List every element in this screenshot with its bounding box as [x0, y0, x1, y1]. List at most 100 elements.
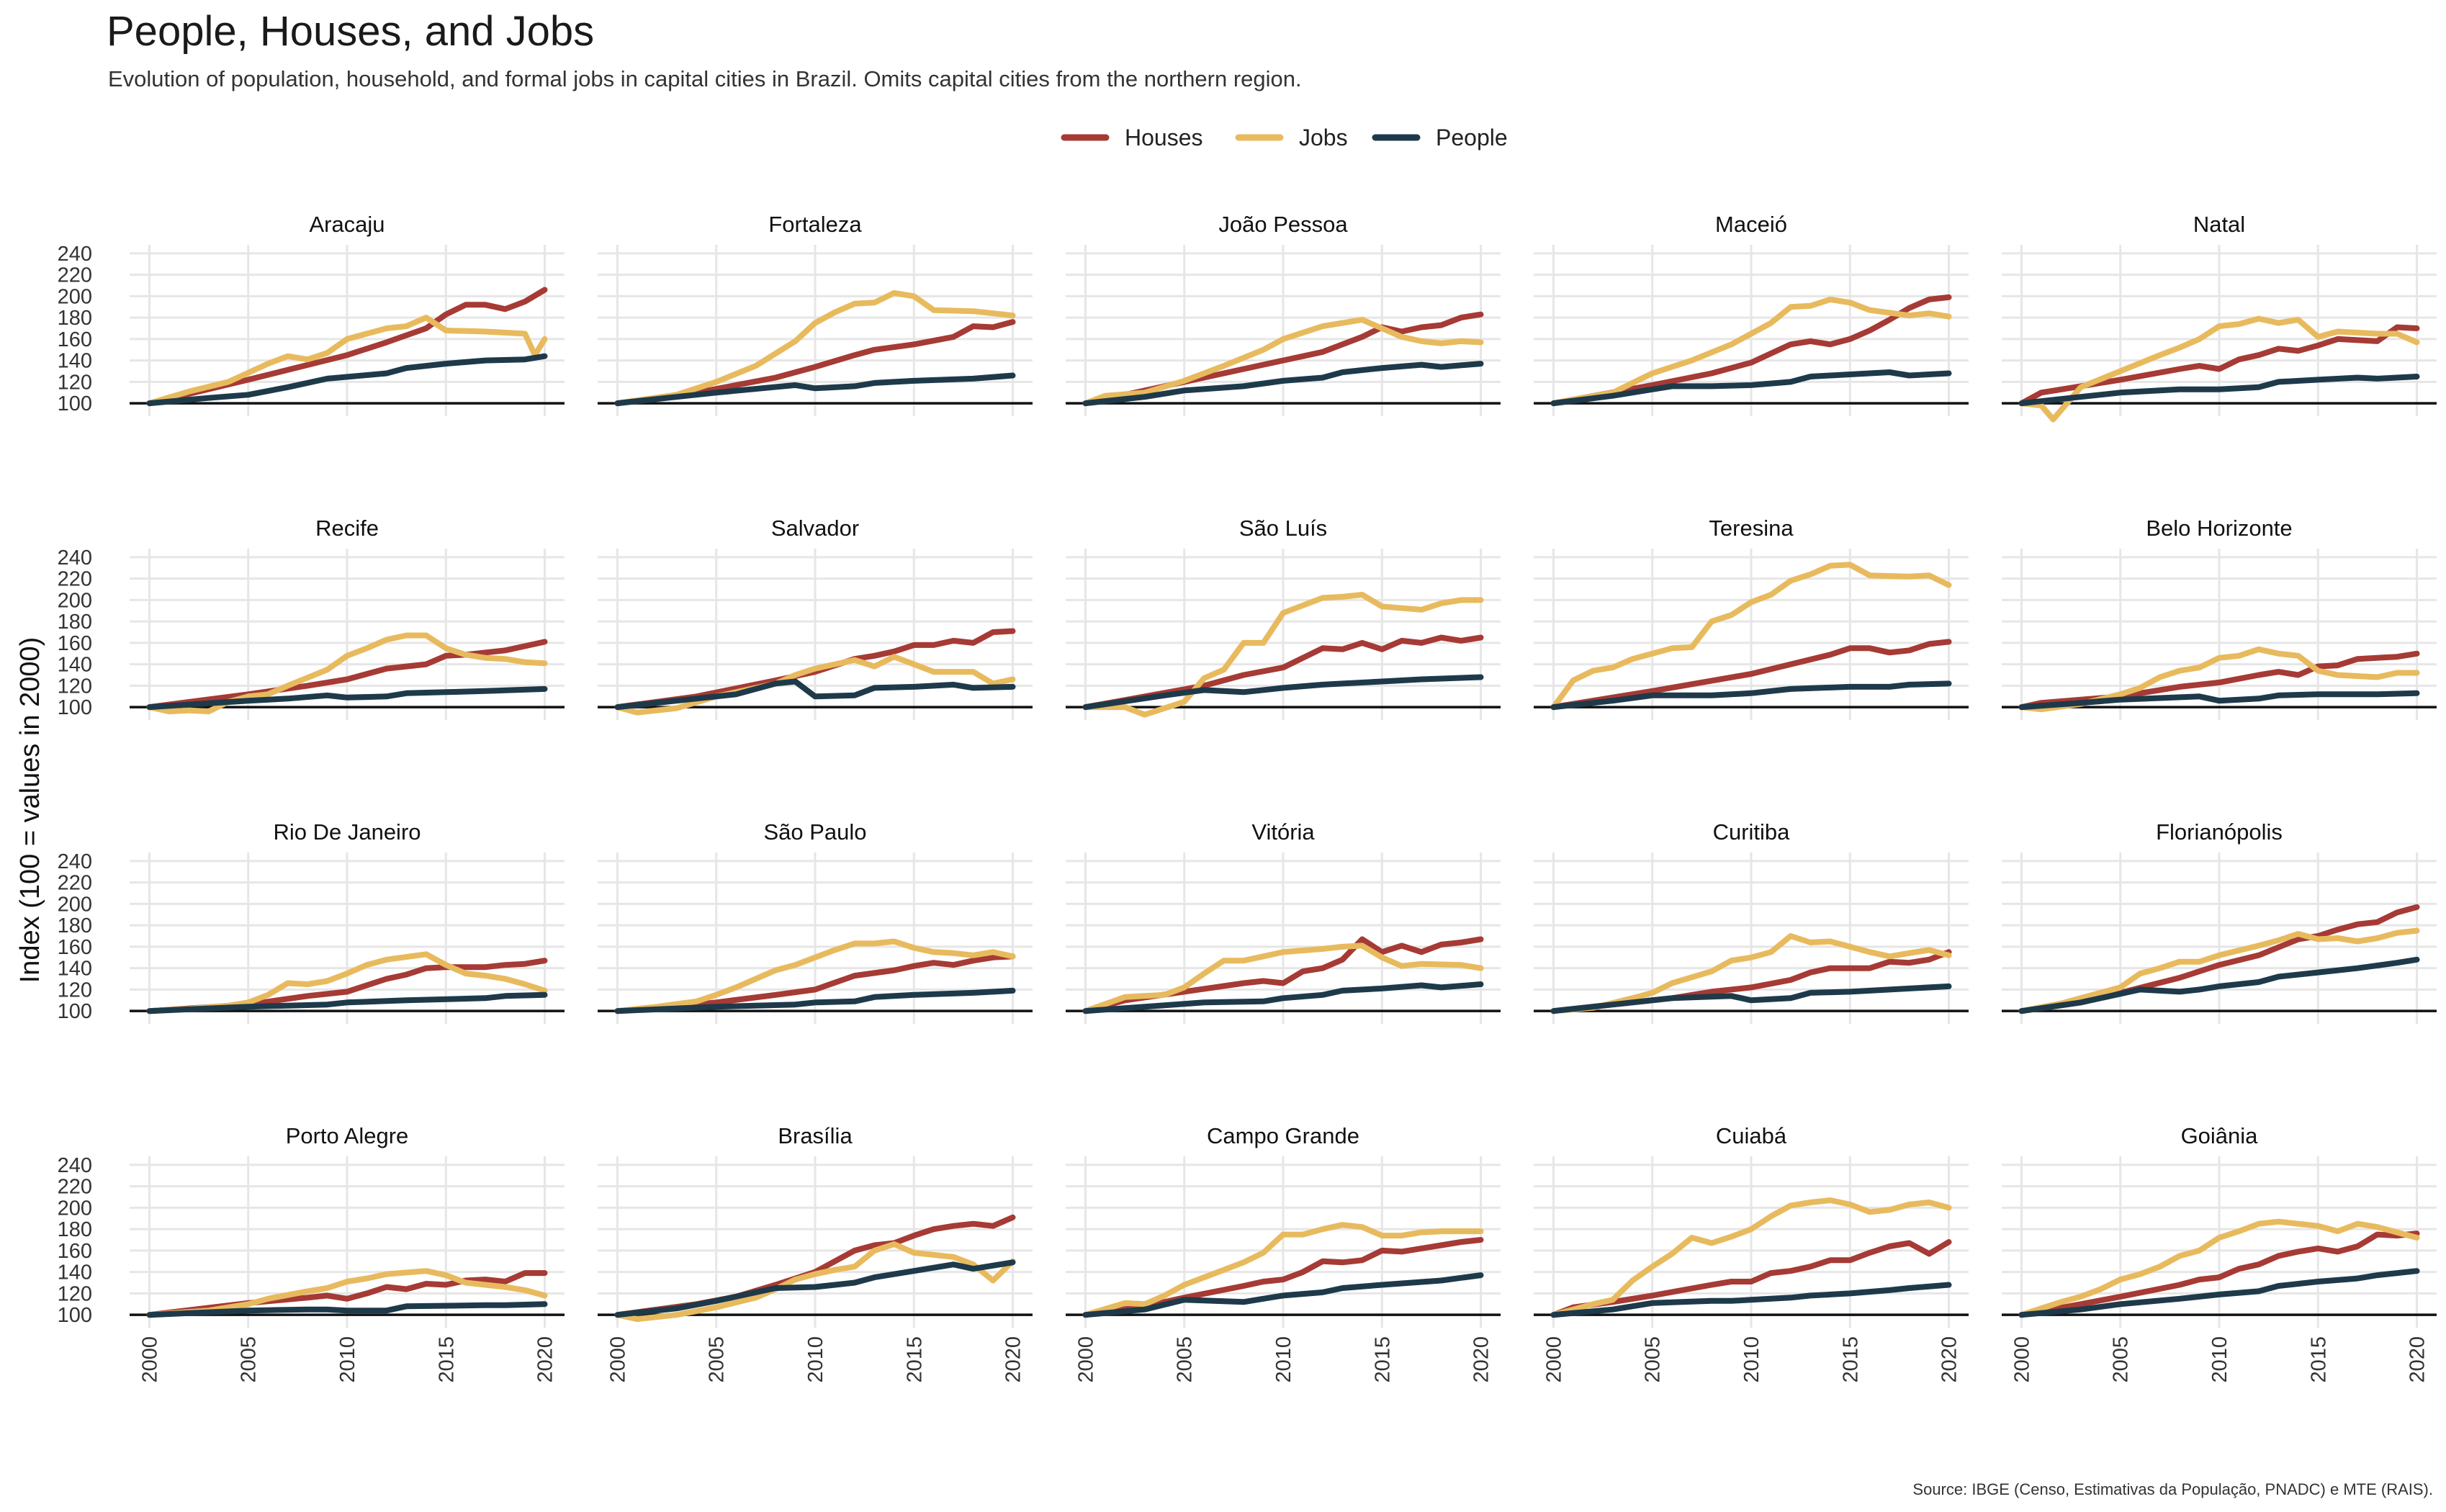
series-line-people	[1550, 680, 1952, 711]
series-line-houses	[2018, 324, 2420, 407]
x-tick-label: 2015	[2307, 1336, 2330, 1383]
chart-legend: Houses Jobs People	[1061, 125, 1508, 150]
series-line-people	[1082, 1272, 1484, 1318]
series-line-houses	[1550, 294, 1952, 407]
y-tick-label: 160	[58, 328, 92, 351]
series-line-people	[1082, 361, 1484, 407]
x-tick-label: 2005	[238, 1336, 261, 1383]
series-line-jobs	[2018, 315, 2420, 423]
panel-campo-grande: Campo Grande 2000 2005 2010 2015 2020	[1066, 1123, 1501, 1383]
series-line-houses	[146, 287, 548, 407]
series-line-people	[2018, 374, 2420, 407]
x-tick-label: 2000	[1542, 1336, 1565, 1383]
panel-são-paulo: São Paulo	[598, 819, 1033, 1024]
panel-curitiba: Curitiba	[1534, 819, 1969, 1024]
panel-title: João Pessoa	[1218, 212, 1348, 237]
x-tick-label: 2015	[1839, 1336, 1862, 1383]
y-tick-label: 180	[58, 307, 92, 330]
x-tick-label: 2020	[534, 1336, 557, 1383]
x-tick-label: 2005	[2110, 1336, 2133, 1383]
series-line-people	[1082, 981, 1484, 1014]
series-line-people	[2018, 956, 2420, 1014]
series-line-people	[2018, 1268, 2420, 1318]
series-line-jobs	[146, 1268, 548, 1318]
series-line-houses	[1550, 639, 1952, 711]
panel-teresina: Teresina	[1534, 516, 1969, 720]
source-note: Source: IBGE (Censo, Estimativas da Popu…	[1912, 1480, 2433, 1498]
series-line-jobs	[1550, 562, 1952, 711]
series-line-people	[2018, 690, 2420, 711]
series-line-people	[146, 1301, 548, 1318]
series-line-people	[1082, 674, 1484, 711]
y-axis-title: Index (100 = values in 2000)	[15, 637, 45, 984]
panel-title: Belo Horizonte	[2146, 516, 2292, 541]
series-line-houses	[614, 319, 1016, 407]
series-line-jobs	[1550, 933, 1952, 1014]
series-line-people	[614, 372, 1016, 407]
panel-title: Rio De Janeiro	[273, 819, 421, 845]
x-tick-label: 2000	[2010, 1336, 2033, 1383]
series-line-houses	[146, 1270, 548, 1318]
series-line-people	[146, 353, 548, 407]
x-tick-label: 2010	[804, 1336, 827, 1383]
series-line-jobs	[614, 289, 1016, 407]
y-tick-label: 140	[58, 350, 92, 373]
legend-label-jobs: Jobs	[1299, 125, 1348, 150]
y-tick-label: 240	[58, 850, 92, 873]
chart-subtitle: Evolution of population, household, and …	[108, 66, 1302, 91]
panel-title: Aracaju	[309, 212, 385, 237]
series-line-jobs	[614, 938, 1016, 1014]
panel-fortaleza: Fortaleza	[598, 212, 1033, 416]
y-tick-label: 240	[58, 1154, 92, 1177]
series-line-people	[1550, 1282, 1952, 1318]
panel-title: Brasília	[778, 1123, 853, 1148]
x-tick-label: 2010	[2208, 1336, 2231, 1383]
y-tick-label: 220	[58, 872, 92, 895]
x-tick-label: 2010	[336, 1336, 359, 1383]
series-line-jobs	[1082, 942, 1484, 1014]
series-line-houses	[1550, 1239, 1952, 1318]
y-tick-label: 180	[58, 611, 92, 634]
y-tick-label: 200	[58, 1197, 92, 1220]
series-line-houses	[2018, 1230, 2420, 1318]
series-line-jobs	[2018, 1218, 2420, 1318]
panel-title: Natal	[2193, 212, 2245, 237]
panel-salvador: Salvador	[598, 516, 1033, 720]
x-tick-label: 2015	[903, 1336, 926, 1383]
panel-title: Curitiba	[1713, 819, 1791, 845]
series-line-people	[146, 991, 548, 1014]
series-line-houses	[1082, 1237, 1484, 1318]
y-tick-label: 240	[58, 546, 92, 570]
y-tick-label: 140	[58, 958, 92, 981]
panel-title: Recife	[315, 516, 379, 541]
series-line-jobs	[614, 1241, 1016, 1323]
series-line-jobs	[1550, 1197, 1952, 1318]
panel-title: Vitória	[1251, 819, 1315, 845]
y-tick-label: 200	[58, 285, 92, 308]
x-tick-label: 2005	[1642, 1336, 1665, 1383]
x-tick-label: 2010	[1272, 1336, 1295, 1383]
series-line-people	[146, 685, 548, 711]
x-tick-label: 2015	[435, 1336, 458, 1383]
panel-title: Goiânia	[2181, 1123, 2259, 1148]
x-tick-label: 2000	[606, 1336, 629, 1383]
x-tick-label: 2020	[1470, 1336, 1493, 1383]
series-line-houses	[1082, 936, 1484, 1014]
series-line-people	[1550, 369, 1952, 407]
y-tick-label: 180	[58, 914, 92, 937]
series-line-houses	[614, 953, 1016, 1014]
y-tick-label: 180	[58, 1218, 92, 1241]
series-line-jobs	[1550, 296, 1952, 407]
y-tick-label: 100	[58, 392, 92, 415]
series-line-jobs	[1082, 1222, 1484, 1318]
panel-title: Porto Alegre	[286, 1123, 409, 1148]
panel-natal: Natal	[2002, 212, 2437, 423]
x-tick-label: 2015	[1371, 1336, 1394, 1383]
y-tick-label: 100	[58, 1000, 92, 1023]
series-line-jobs	[1082, 592, 1484, 718]
x-tick-label: 2005	[1174, 1336, 1197, 1383]
y-tick-label: 100	[58, 1304, 92, 1327]
series-line-people	[614, 1259, 1016, 1318]
